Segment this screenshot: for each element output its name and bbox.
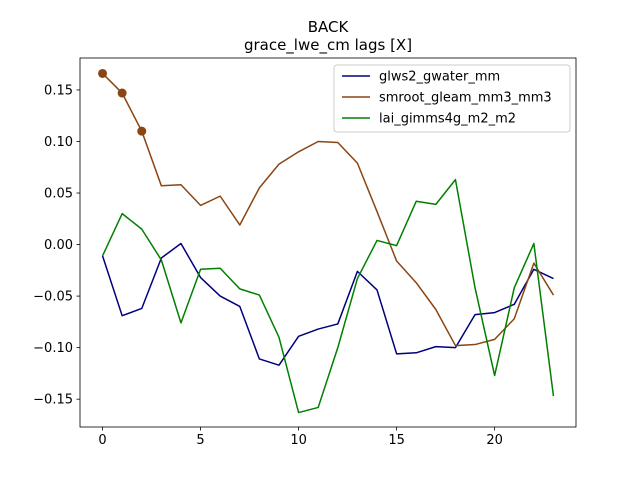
legend-label: smroot_gleam_mm3_mm3 (379, 91, 552, 106)
series-line-lai_gimms4g_m2_m2 (101, 178, 555, 414)
y-tick-label: 0.10 (44, 135, 73, 150)
plot-area (98, 68, 555, 414)
x-tick-label: 0 (98, 433, 106, 448)
x-tick-label: 20 (486, 433, 503, 448)
series-line-glws2_gwater_mm (101, 242, 554, 366)
axes: 0 5 10 15 20 −0.15 −0.10 −0.05 0.00 0.05 0.10 0.15 (33, 57, 577, 448)
x-tick-label: 15 (388, 433, 405, 448)
chart-title: BACK (308, 18, 350, 36)
legend-box (333, 64, 571, 133)
y-tick-label: 0.15 (44, 83, 73, 98)
highlight-marker (117, 88, 127, 98)
x-tick-label: 10 (290, 433, 307, 448)
highlight-marker (137, 126, 147, 136)
y-tick-label: −0.10 (33, 341, 73, 356)
axes-frame (79, 57, 577, 428)
legend-label: lai_gimms4g_m2_m2 (379, 112, 516, 127)
highlight-marker (98, 68, 108, 78)
chart-subtitle: grace_lwe_cm lags [X] (244, 36, 412, 55)
y-tick-label: −0.05 (33, 290, 73, 305)
series-line-smroot_gleam_mm3_mm3 (102, 72, 555, 347)
y-tick-label: 0.05 (44, 187, 73, 202)
y-tick-label: −0.15 (33, 393, 73, 408)
y-tick-label: 0.00 (44, 238, 73, 253)
legend-label: glws2_gwater_mm (379, 70, 500, 85)
x-tick-label: 5 (196, 433, 204, 448)
legend: glws2_gwater_mm smroot_gleam_mm3_mm3 lai_g… (333, 64, 571, 133)
